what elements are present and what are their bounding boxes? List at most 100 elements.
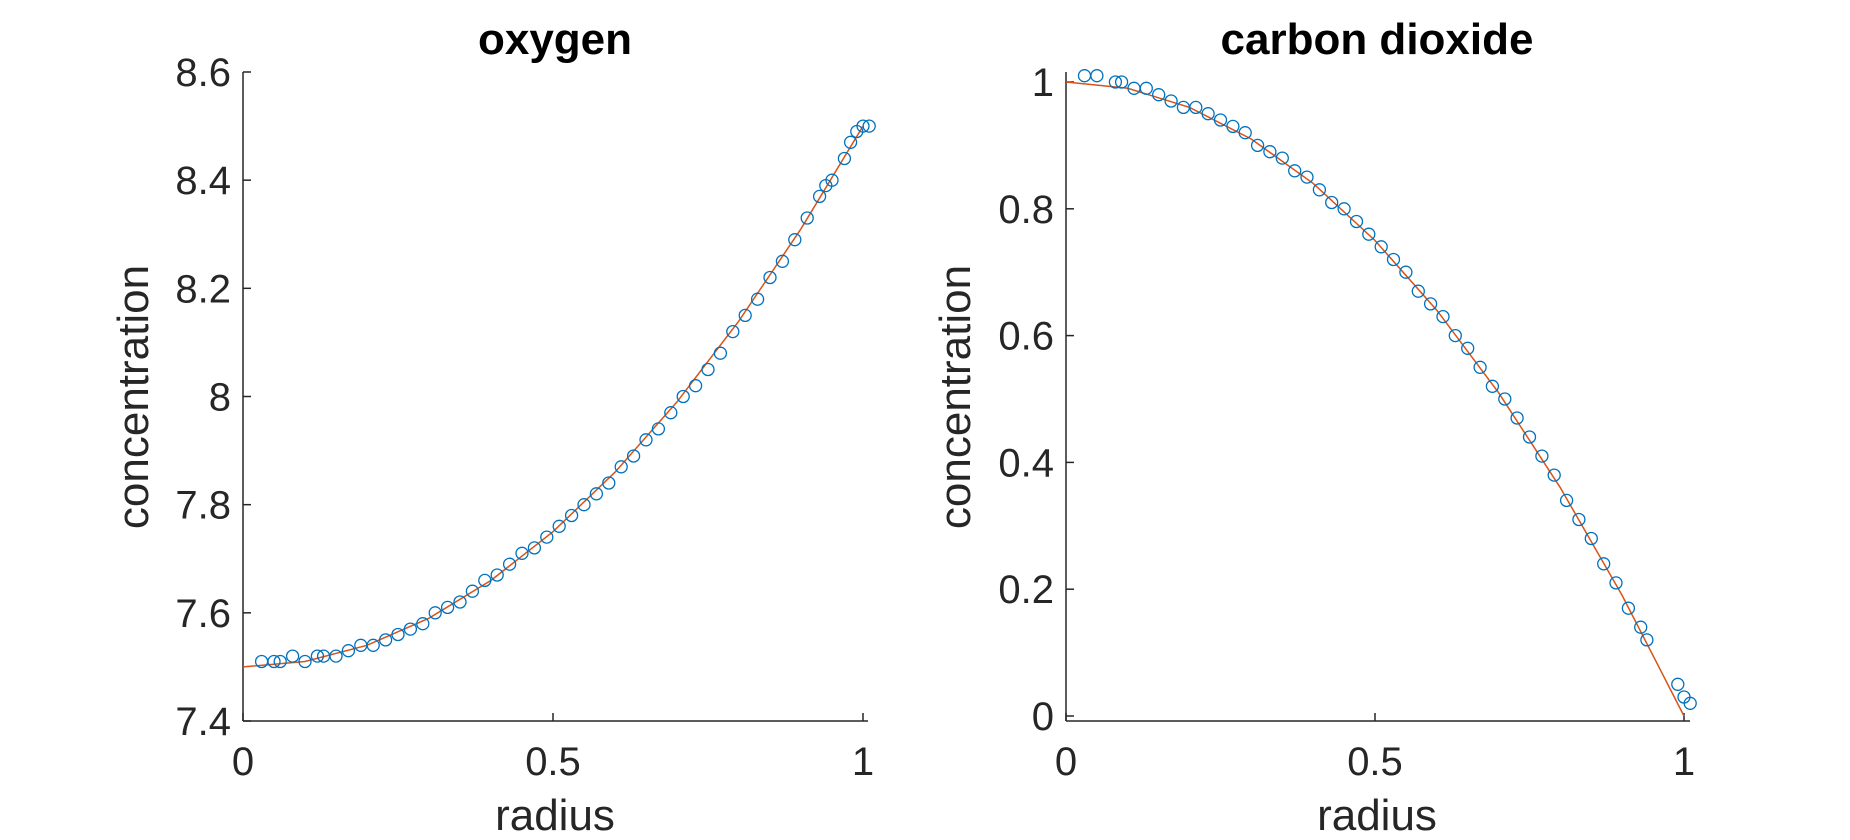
co2-data-point	[1683, 696, 1697, 710]
co2-data-point	[1325, 195, 1339, 210]
co2-data-point	[1485, 379, 1500, 393]
oxy-data-point	[552, 519, 566, 533]
co2-data-point	[1362, 227, 1376, 241]
oxy-data-point	[602, 476, 616, 490]
co2-data-point	[1213, 113, 1228, 127]
co2-data-point	[1461, 341, 1475, 355]
co2-data-point	[1448, 328, 1462, 343]
co2-data-point	[1349, 214, 1364, 229]
co2-data-point	[1535, 449, 1549, 463]
oxygen-ticks: 0 0.5 1 7.4 7.6 7.8 8 8.2 8.4 8.6	[175, 51, 874, 784]
co2-data-point	[1250, 138, 1265, 153]
oxy-data-point	[285, 649, 300, 663]
oxy-data-point	[825, 173, 839, 187]
co2-x-label: radius	[1317, 791, 1437, 840]
oxy-data-point	[391, 627, 405, 642]
oxy-data-point	[676, 389, 690, 404]
co2-data-point	[1238, 126, 1252, 140]
oxygen-y-label: concentration	[109, 265, 158, 529]
co2-data-point	[1201, 107, 1215, 121]
co2-data-point	[1077, 69, 1092, 83]
oxy-data-point	[478, 573, 492, 588]
co2-y-tick-label: 0.8	[998, 188, 1054, 232]
oxy-data-point	[626, 449, 641, 463]
oxy-x-tick-label: 0	[232, 740, 254, 784]
co2-y-tick-label: 0.6	[998, 315, 1054, 359]
co2-fit-curve	[1065, 81, 1685, 717]
co2-data-point	[1423, 297, 1438, 311]
co2-x-tick-label: 1	[1673, 740, 1695, 784]
oxy-y-tick-label: 8.2	[175, 267, 231, 311]
oxygen-x-label: radius	[495, 791, 615, 840]
oxy-x-tick-label: 1	[852, 740, 874, 784]
oxy-data-point	[726, 324, 740, 339]
oxy-x-tick-label: 0.5	[525, 740, 581, 784]
co2-data-point	[1288, 164, 1302, 178]
oxy-data-point	[812, 189, 827, 204]
oxy-data-point	[298, 654, 312, 669]
oxy-data-point	[341, 644, 356, 658]
oxy-data-point	[589, 487, 604, 501]
co2-data-point	[1312, 183, 1327, 197]
co2-panel: carbon dioxide 0 0.5 1 0 0.2 0.4 0.6 0.8 1 radiu…	[931, 15, 1697, 840]
co2-data-point	[1114, 75, 1129, 89]
oxy-data-point	[273, 654, 287, 669]
co2-y-tick-label: 1	[1032, 61, 1054, 105]
oxy-data-point	[502, 557, 517, 571]
co2-data-point	[1152, 88, 1166, 102]
oxy-y-tick-label: 7.8	[175, 484, 231, 528]
co2-data-point	[1621, 601, 1636, 615]
co2-data-point	[1498, 392, 1512, 406]
oxy-y-tick-label: 8	[209, 376, 231, 420]
co2-data-point	[1108, 75, 1123, 89]
oxy-data-point	[416, 617, 430, 631]
co2-data-point	[1559, 493, 1574, 508]
co2-data-point	[1164, 94, 1178, 108]
oxygen-points	[254, 119, 876, 669]
oxygen-panel: oxygen 0 0.5 1 7.4 7.6 7.8 8 8.2 8.4 8.6 radius c…	[109, 15, 876, 840]
oxy-data-point	[788, 233, 802, 247]
oxy-data-point	[378, 633, 393, 647]
oxy-data-point	[843, 135, 858, 149]
oxy-data-point	[775, 254, 790, 268]
oxy-data-point	[310, 649, 325, 663]
oxy-y-tick-label: 8.6	[175, 51, 231, 95]
oxy-data-point	[713, 346, 728, 360]
co2-data-point	[1386, 252, 1401, 267]
co2-data-point	[1547, 468, 1561, 482]
co2-data-point	[1399, 265, 1413, 279]
co2-data-point	[1300, 170, 1314, 184]
oxy-data-point	[738, 308, 752, 323]
oxy-data-point	[366, 638, 380, 652]
oxy-data-point	[862, 119, 876, 133]
co2-data-point	[1436, 309, 1450, 324]
oxy-data-point	[639, 433, 653, 447]
oxy-y-tick-label: 7.6	[175, 592, 231, 636]
co2-y-label: concentration	[931, 265, 980, 529]
co2-data-point	[1522, 430, 1537, 444]
oxy-data-point	[540, 530, 554, 544]
oxy-data-point	[577, 498, 591, 512]
oxy-data-point	[763, 270, 777, 285]
oxy-data-point	[440, 600, 455, 615]
co2-y-tick-label: 0.4	[998, 441, 1054, 485]
co2-data-point	[1226, 119, 1240, 134]
co2-data-point	[1090, 69, 1104, 83]
co2-data-point	[1473, 360, 1487, 374]
oxy-data-point	[465, 584, 480, 598]
co2-data-point	[1189, 100, 1203, 115]
co2-data-point	[1411, 284, 1425, 298]
co2-ticks: 0 0.5 1 0 0.2 0.4 0.6 0.8 1	[998, 61, 1695, 784]
oxy-data-point	[515, 546, 529, 560]
oxygen-fit-curve	[242, 125, 864, 668]
co2-data-point	[1671, 677, 1685, 691]
co2-x-tick-label: 0.5	[1347, 740, 1403, 784]
oxy-data-point	[329, 649, 343, 663]
co2-y-tick-label: 0.2	[998, 568, 1054, 612]
co2-data-point	[1263, 145, 1277, 159]
oxygen-title: oxygen	[478, 15, 632, 64]
oxy-data-point	[564, 508, 579, 523]
oxy-data-point	[664, 406, 678, 420]
oxy-data-point	[453, 595, 467, 609]
